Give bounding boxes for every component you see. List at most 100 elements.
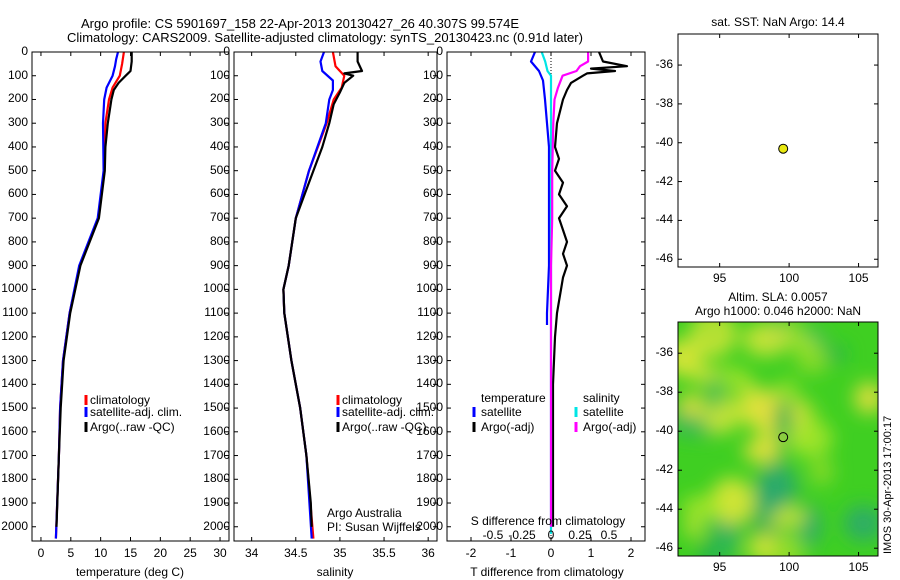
difference-ytick-label-15: 1500 [416, 400, 443, 415]
sla-map-ytick-label-1: -38 [655, 384, 673, 399]
sst-map-xtick-label-1: 100 [779, 271, 800, 285]
difference-ytick-label-2: 200 [422, 91, 443, 106]
salinity-ytick-label-8: 800 [209, 233, 230, 248]
sla-map-argo-marker-0 [778, 432, 789, 443]
sla-blob-41 [787, 419, 833, 458]
difference-ytick-label-8: 800 [422, 233, 443, 248]
difference-ytick-label-18: 1800 [416, 471, 443, 486]
sla-blob-7 [743, 438, 781, 464]
sst-map-ytick-label-2: -40 [655, 134, 673, 149]
salinity-ytick-label-7: 700 [209, 210, 230, 225]
sla-blob-26 [678, 338, 703, 378]
difference-ytick-label-7: 700 [422, 210, 443, 225]
difference-ytick-label-20: 2000 [416, 518, 443, 533]
temp-legend-argo: Argo(..raw -QC) [90, 420, 175, 434]
difference-xtick-label-3: 1 [587, 546, 595, 560]
sla-blob-44 [768, 532, 806, 556]
temperature-xtick-label-0: 0 [37, 546, 45, 560]
sla-blob-32 [825, 345, 847, 362]
temperature-series-group [54, 52, 133, 539]
sla-map-ytick-label-0: -36 [655, 345, 673, 360]
temperature-ytick-label-4: 400 [7, 138, 28, 153]
diff-legend-t-satellite: satellite [481, 405, 522, 419]
sla-title-line1: Altim. SLA: 0.0057 [728, 290, 828, 304]
diff-legend-s-satellite: satellite [583, 405, 624, 419]
sst-map-xtick-label-0: 95 [712, 271, 727, 285]
temperature-xtick-label-2: 10 [93, 546, 108, 560]
sla-title-line2: Argo h1000: 0.046 h2000: NaN [694, 304, 862, 318]
sla-blob-31 [679, 392, 703, 418]
s-diff-tick-label-1: -0.25 [508, 528, 536, 542]
sst-map-ytick-label-1: -38 [655, 95, 673, 110]
sla-blob-45 [742, 322, 790, 357]
temperature-ytick-label-5: 500 [7, 162, 28, 177]
difference-ytick-label-6: 600 [422, 186, 443, 201]
temperature-ytick-label-19: 1900 [1, 495, 28, 510]
temperature-ytick-label-16: 1600 [1, 423, 28, 438]
temperature-ytick-label-17: 1700 [1, 447, 28, 462]
salinity-xtick-label-4: 36 [421, 546, 435, 560]
salinity-ytick-label-11: 1100 [204, 305, 230, 320]
difference-ytick-label-5: 500 [422, 162, 443, 177]
diff-legend-salinity-title: salinity [583, 391, 620, 405]
sla-map-frame [677, 321, 879, 557]
sla-map-ytick-label-2: -40 [655, 423, 673, 438]
temperature-ytick-label-3: 300 [7, 115, 28, 130]
temperature-xtick-label-6: 30 [213, 546, 227, 560]
temperature-ytick-label-20: 2000 [1, 518, 28, 533]
temperature-frame [31, 51, 230, 542]
header-line-2: Climatology: CARS2009. Satellite-adjuste… [67, 30, 583, 45]
temperature-ytick-label-10: 1000 [1, 281, 28, 296]
sst-map-ytick-label-5: -46 [655, 251, 673, 266]
argo-australia-label: Argo Australia [327, 506, 402, 520]
difference-xtick-label-0: -2 [465, 546, 477, 560]
sla-blob-22 [723, 532, 740, 556]
temperature-ytick-label-0: 0 [21, 44, 28, 58]
sst-map-xtick-label-2: 105 [848, 271, 869, 285]
sst-title: sat. SST: NaN Argo: 14.4 [711, 15, 845, 29]
temperature-ytick-label-11: 1100 [2, 305, 28, 320]
sst-map-ytick-label-3: -42 [655, 173, 673, 188]
header-line-1: Argo profile: CS 5901697_158 22-Apr-2013… [80, 16, 520, 31]
salinity-ytick-label-9: 900 [209, 257, 230, 272]
t-diff-xlabel: T difference from climatology [470, 565, 624, 579]
salinity-xlabel: salinity [316, 565, 354, 579]
diff-legend-s-argo: Argo(-adj) [583, 420, 637, 434]
salinity-ytick-label-18: 1800 [203, 471, 230, 486]
salinity-xtick-label-3: 35.5 [372, 546, 396, 560]
diff-legend-t-argo: Argo(-adj) [481, 420, 535, 434]
sla-blob-25 [680, 495, 726, 520]
salinity-ytick-label-19: 1900 [203, 495, 230, 510]
salinity-ytick-label-12: 1200 [203, 328, 230, 343]
s-diff-tick-label-2: 0 [547, 528, 555, 542]
difference-series-group [529, 52, 629, 541]
temperature-ytick-label-18: 1800 [1, 471, 28, 486]
temperature-ytick-label-2: 200 [7, 91, 28, 106]
difference-ytick-label-17: 1700 [416, 447, 443, 462]
temp-legend-satellite: satellite-adj. clim. [90, 405, 183, 419]
sla-map-ytick-label-4: -44 [655, 501, 673, 516]
sal-legend-climatology: climatology [342, 393, 403, 407]
sst-map-ytick-label-0: -36 [655, 57, 673, 72]
temperature-series-2 [55, 52, 133, 527]
difference-series-3 [549, 52, 590, 527]
temperature-xtick-label-3: 15 [123, 546, 138, 560]
temperature-ytick-label-14: 1400 [1, 376, 28, 391]
temperature-xlabel: temperature (deg C) [75, 565, 185, 579]
sla-blob-38 [706, 375, 724, 411]
salinity-ytick-label-15: 1500 [203, 400, 230, 415]
sla-blob-36 [809, 457, 834, 486]
salinity-ytick-label-16: 1600 [203, 423, 230, 438]
temperature-xtick-label-5: 25 [183, 546, 197, 560]
difference-ytick-label-4: 400 [422, 138, 443, 153]
salinity-ytick-label-0: 0 [223, 44, 230, 58]
difference-series-0 [529, 52, 551, 325]
difference-series-1 [551, 52, 629, 527]
sla-map-xtick-label-2: 105 [848, 560, 869, 574]
salinity-ytick-label-17: 1700 [203, 447, 230, 462]
salinity-ytick-label-5: 500 [209, 162, 230, 177]
salinity-ytick-label-3: 300 [209, 115, 230, 130]
temperature-ytick-label-9: 900 [7, 257, 28, 272]
sla-blob-19 [843, 505, 878, 542]
